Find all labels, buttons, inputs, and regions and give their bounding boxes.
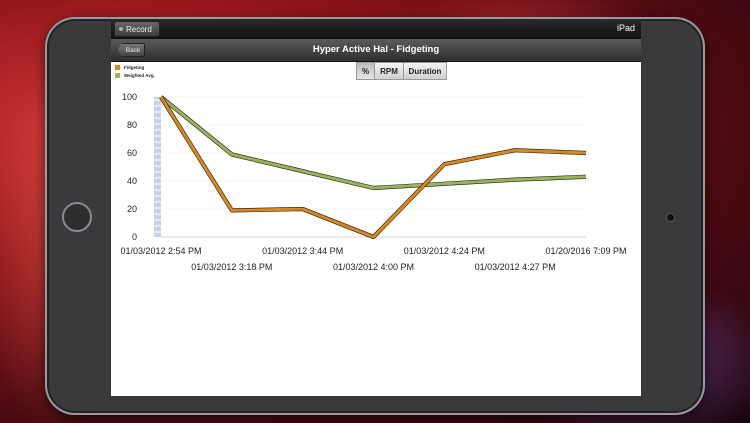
y-tick-label: 80 [127,120,137,130]
x-tick-label: 01/03/2012 4:00 PM [333,262,414,272]
legend-swatch-fidgeting [115,64,120,70]
home-button[interactable] [62,202,92,232]
x-tick-label: 01/03/2012 3:18 PM [191,262,272,272]
navigation-bar: Back Hyper Active Hal - Fidgeting [111,39,641,62]
y-tick-label: 100 [122,92,137,102]
metric-segmented-control: % RPM Duration [356,62,447,80]
segment-duration[interactable]: Duration [403,62,447,80]
first-point-bar [154,97,161,237]
chart-legend: Fidgeting Weighted Avg. [115,63,155,79]
camera-icon [667,214,674,221]
x-tick-label: 01/03/2012 3:44 PM [262,246,343,256]
y-tick-label: 40 [127,176,137,186]
y-tick-label: 60 [127,148,137,158]
series-fidgeting-line-shadow [159,95,587,240]
y-tick-label: 0 [132,232,137,242]
legend-label-weighted-avg: Weighted Avg. [124,72,155,78]
legend-item-fidgeting: Fidgeting [115,63,155,71]
x-tick-label: 01/03/2012 2:54 PM [120,246,201,256]
x-tick-label: 01/20/2016 7:09 PM [545,246,626,256]
legend-label-fidgeting: Fidgeting [124,64,145,70]
x-tick-label: 01/03/2012 4:24 PM [404,246,485,256]
series-weighted-avg-line-shadow [159,95,587,191]
record-dot-icon [119,27,123,31]
line-chart: 100 80 60 40 20 0 01/03/2012 2:54 PM 01/03/2012… [120,92,626,272]
record-label: Record [126,24,152,34]
x-tick-label: 01/03/2012 4:27 PM [475,262,556,272]
legend-swatch-weighted-avg [115,72,120,78]
record-button[interactable]: Record [114,21,160,37]
back-button[interactable]: Back [117,43,145,57]
app-screen: Record iPad Back Hyper Active Hal - Fidg… [111,19,641,396]
y-tick-label: 20 [127,204,137,214]
page-title: Hyper Active Hal - Fidgeting [312,44,440,55]
device-name: iPad [616,23,635,33]
series-weighted-avg-line [160,95,587,190]
status-bar: Record iPad [111,19,641,39]
legend-item-weighted-avg: Weighted Avg. [115,71,155,79]
series-fidgeting-line [159,96,587,239]
